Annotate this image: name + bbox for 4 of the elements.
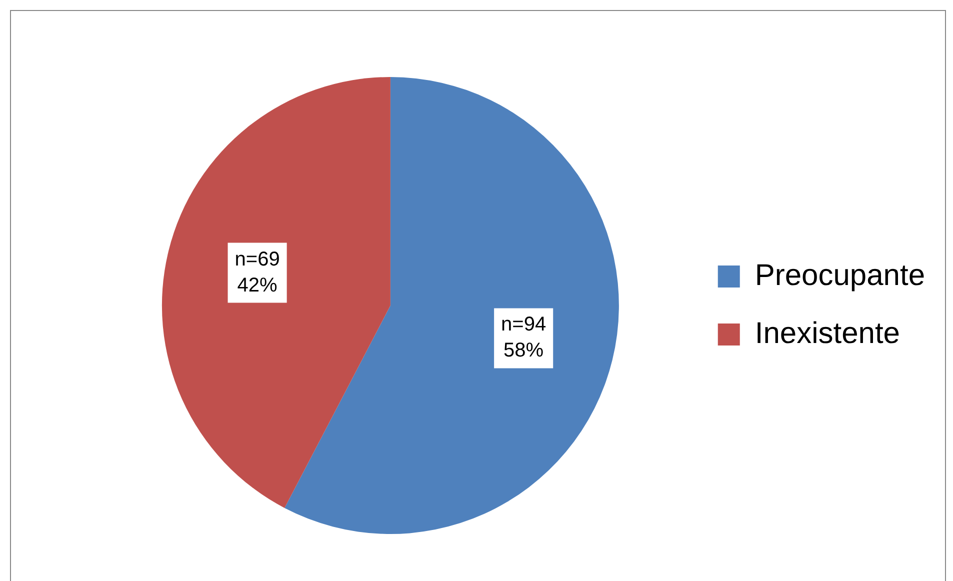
data-label: n=94 58% (501, 314, 546, 362)
legend-label: Inexistente (754, 316, 900, 350)
data-label: n=69 42% (234, 248, 280, 296)
legend-label: Preocupante (754, 258, 926, 292)
